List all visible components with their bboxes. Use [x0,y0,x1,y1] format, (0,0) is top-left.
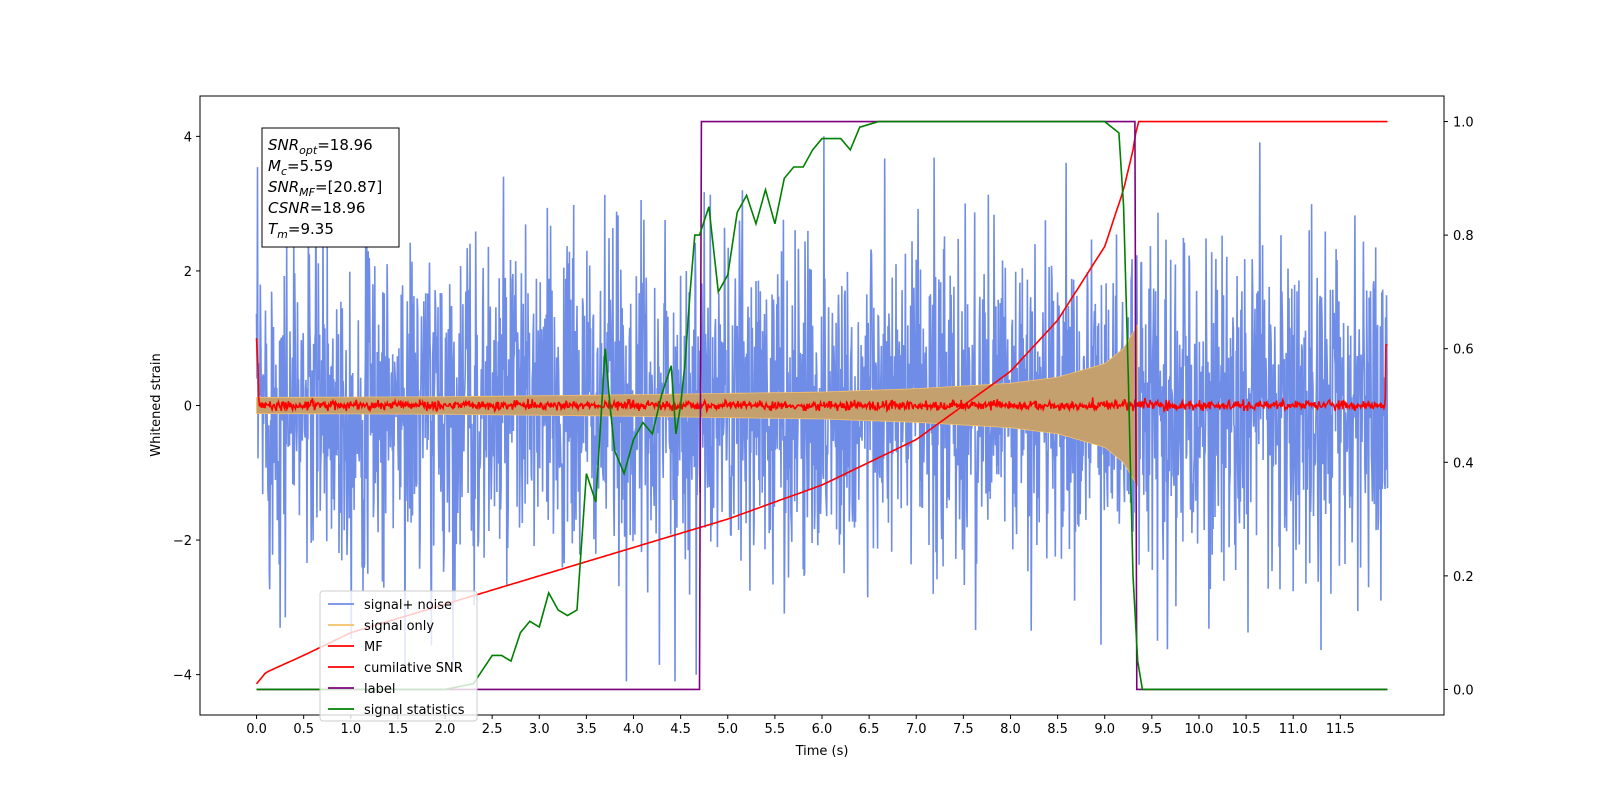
x-tick-label: 4.0 [623,722,644,737]
annotation-frame [261,127,400,248]
y-axis-label: Whitened strain [149,353,164,456]
x-tick-label: 9.5 [1142,722,1163,737]
x-tick-label: 9.0 [1094,722,1115,737]
x-tick-label: 0.5 [293,722,314,737]
x-tick-label: 11.0 [1279,722,1308,737]
x-tick-label: 7.0 [906,722,927,737]
x-tick-label: 2.5 [482,722,503,737]
legend-label-cumilative-snr: cumilative SNR [364,661,463,676]
x-tick-label: 1.0 [340,722,361,737]
series-signal-statistics [256,120,1388,691]
legend-label-signal-statistics: signal statistics [364,703,465,718]
x-axis-ticks: 0.0 0.5 1.0 1.5 2.0 2.5 3.0 3.5 4.0 4.5 5.0 5.5 6.0 6… [246,715,1355,737]
y-tick-label: 2 [184,265,192,280]
annotation-line: Tm=9.35 [268,220,334,241]
x-tick-label: 7.5 [953,722,974,737]
y-tick-label: −4 [173,669,192,684]
x-tick-label: 5.5 [765,722,786,737]
annotation-line: SNRMF=[20.87] [268,178,382,199]
x-tick-label: 10.5 [1232,722,1261,737]
annotation-line: SNRopt=18.96 [268,136,373,157]
legend-label-mf: MF [364,640,383,655]
x-tick-label: 0.0 [246,722,267,737]
series-mf [255,338,1388,414]
legend-label-signal-only: signal only [364,619,434,634]
x-tick-label: 6.0 [812,722,833,737]
x-tick-label: 4.5 [670,722,691,737]
x-tick-label: 3.0 [529,722,550,737]
x-tick-label: 11.5 [1326,722,1355,737]
x-tick-label: 6.5 [859,722,880,737]
y2-tick-label: 0.0 [1453,683,1474,698]
y-axis-ticks: −4 −2 0 2 4 [173,130,200,684]
x-tick-label: 8.0 [1000,722,1021,737]
y2-tick-label: 0.4 [1453,456,1474,471]
y2-tick-label: 1.0 [1453,116,1474,131]
x-tick-label: 8.5 [1047,722,1068,737]
y2-tick-label: 0.8 [1453,229,1474,244]
y-tick-label: 4 [184,130,192,145]
annotation-box: SNRopt=18.96Mc=5.59SNRMF=[20.87]CSNR=18.… [261,127,400,248]
x-tick-label: 1.5 [388,722,409,737]
legend-frame [319,590,478,722]
y2-tick-label: 0.2 [1453,570,1474,585]
y2-axis-ticks: 0.0 0.2 0.4 0.6 0.8 1.0 [1444,116,1474,698]
annotation-line: CSNR=18.96 [268,199,365,217]
x-tick-label: 5.0 [717,722,738,737]
x-tick-label: 10.0 [1184,722,1213,737]
legend-label-label: label [364,682,395,697]
legend: signal+ noise signal only MF cumilative SNR… [319,590,478,722]
y-tick-label: −2 [173,534,192,549]
y-tick-label: 0 [184,400,192,415]
x-axis-label: Time (s) [795,744,849,759]
annotation-line: Mc=5.59 [268,157,333,178]
x-tick-label: 3.5 [576,722,597,737]
legend-label-signal-noise: signal+ noise [364,598,452,613]
y2-tick-label: 0.6 [1453,343,1474,358]
x-tick-label: 2.0 [435,722,456,737]
